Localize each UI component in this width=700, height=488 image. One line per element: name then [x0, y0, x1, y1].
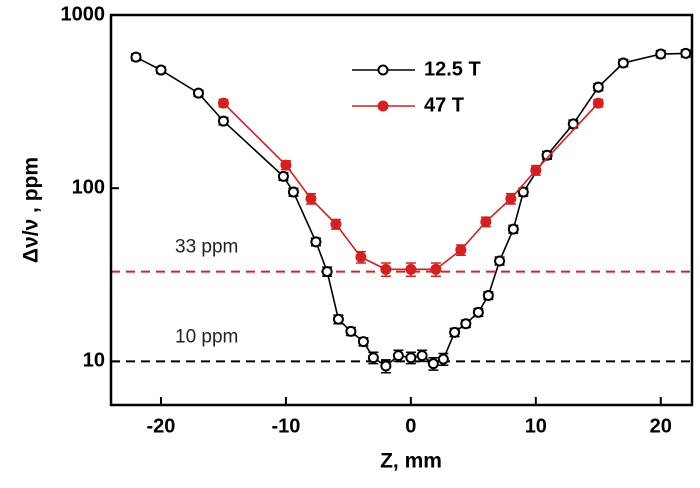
data-point: [380, 360, 392, 372]
data-point: [427, 358, 439, 370]
legend-marker: [377, 64, 389, 76]
data-point: [287, 186, 299, 198]
data-point: [345, 325, 357, 337]
data-point: [310, 236, 322, 248]
data-point: [494, 255, 506, 267]
data-point: [472, 306, 484, 318]
x-tick-label: 20: [650, 415, 672, 437]
series-line: [135, 52, 686, 368]
data-point: [367, 352, 379, 364]
data-point: [680, 47, 692, 59]
data-point: [480, 216, 492, 228]
data-point: [357, 336, 369, 348]
data-point: [567, 118, 579, 130]
data-point: [430, 263, 442, 275]
data-point: [355, 251, 367, 263]
data-point: [530, 164, 542, 176]
data-point: [460, 318, 472, 330]
legend-label: 47 T: [424, 94, 464, 116]
data-point: [280, 159, 292, 171]
data-point: [482, 290, 494, 302]
data-point: [277, 170, 289, 182]
data-point: [330, 218, 342, 230]
legend-marker: [377, 100, 389, 112]
data-point: [655, 48, 667, 60]
x-tick-label: 0: [405, 415, 416, 437]
legend-label: 12.5 T: [424, 58, 481, 80]
data-point: [380, 263, 392, 275]
data-point: [217, 115, 229, 127]
data-point: [592, 81, 604, 93]
data-point: [455, 244, 467, 256]
y-tick-label: 10: [83, 350, 105, 372]
x-axis-label: Z, mm: [380, 450, 442, 473]
x-tick-label: 10: [525, 415, 547, 437]
data-point: [449, 326, 461, 338]
data-point: [617, 57, 629, 69]
data-point: [332, 313, 344, 325]
data-point: [321, 266, 333, 278]
data-point: [517, 186, 529, 198]
data-point: [192, 87, 204, 99]
data-point: [217, 97, 229, 109]
reference-label: 10 ppm: [175, 326, 238, 347]
series-line: [222, 102, 599, 271]
x-tick-label: -10: [271, 415, 300, 437]
plot-frame: [109, 13, 694, 407]
data-point: [130, 51, 142, 63]
data-point: [507, 223, 519, 235]
data-point: [416, 350, 428, 362]
data-point: [437, 353, 449, 365]
data-point: [541, 149, 553, 161]
y-tick-label: 100: [72, 176, 105, 198]
y-axis-label: Δν/ν , ppm: [20, 157, 43, 263]
data-point: [155, 64, 167, 76]
data-point: [405, 263, 417, 275]
data-point: [305, 193, 317, 205]
data-point: [392, 350, 404, 362]
data-point: [505, 193, 517, 205]
y-tick-label: 1000: [61, 3, 106, 25]
reference-label: 33 ppm: [175, 237, 238, 258]
data-point: [592, 97, 604, 109]
x-tick-label: -20: [147, 415, 176, 437]
data-point: [405, 352, 417, 364]
